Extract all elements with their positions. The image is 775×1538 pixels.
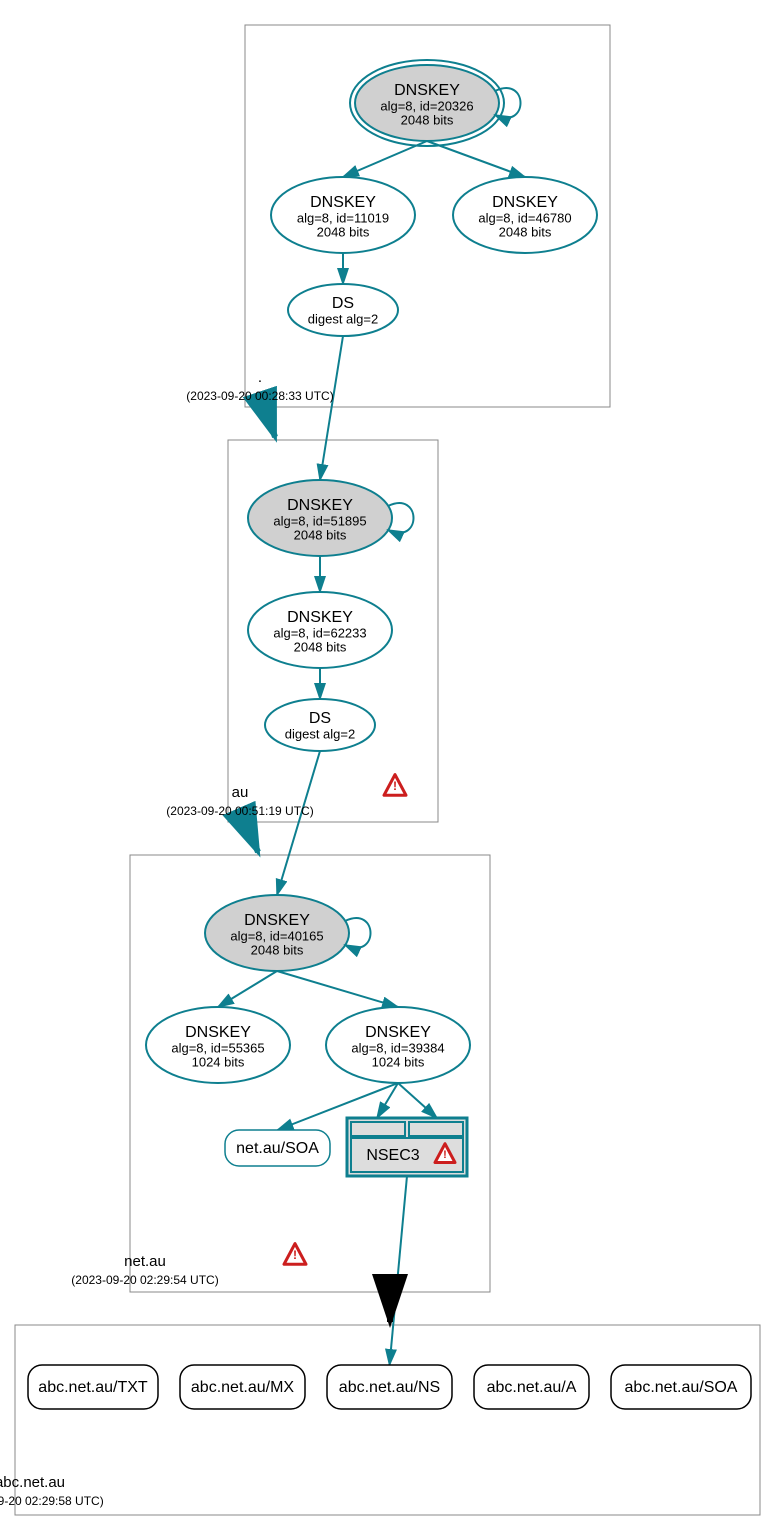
edge: [218, 971, 277, 1007]
edge: [398, 1083, 437, 1118]
zone-label: .: [258, 369, 262, 386]
zone-timestamp: (2023-09-20 00:51:19 UTC): [166, 804, 313, 818]
node-title: DNSKEY: [310, 194, 376, 211]
node-label: NSEC3: [366, 1147, 419, 1164]
node-title: DNSKEY: [365, 1024, 431, 1041]
node-label: abc.net.au/NS: [339, 1379, 440, 1396]
node-title: DNSKEY: [185, 1024, 251, 1041]
zone-timestamp: (2023-09-20 00:28:33 UTC): [186, 389, 333, 403]
edge: [320, 336, 343, 480]
zone-label: au: [232, 784, 249, 801]
node-label: abc.net.au/SOA: [625, 1379, 738, 1396]
node-title: DNSKEY: [287, 609, 353, 626]
zone-arrow: [265, 407, 275, 437]
zone-label: net.au: [124, 1253, 166, 1270]
svg-text:!: !: [393, 779, 397, 793]
node-sub: alg=8, id=55365: [171, 1040, 264, 1055]
node-label: abc.net.au/MX: [191, 1379, 295, 1396]
edge: [390, 1176, 408, 1365]
edge: [277, 751, 320, 895]
node-sub: digest alg=2: [308, 311, 378, 326]
node-sub: alg=8, id=39384: [351, 1040, 444, 1055]
node-sub2: 2048 bits: [317, 224, 370, 239]
warning-icon: !: [384, 775, 406, 796]
node-sub: alg=8, id=51895: [273, 513, 366, 528]
node-title: DS: [309, 710, 331, 727]
node-sub: alg=8, id=20326: [380, 98, 473, 113]
node-sub: alg=8, id=11019: [297, 210, 389, 225]
node-sub: alg=8, id=62233: [273, 625, 366, 640]
edge: [427, 141, 525, 177]
zone-label: abc.net.au: [0, 1474, 65, 1491]
node-sub2: 2048 bits: [401, 112, 454, 127]
node-title: DNSKEY: [394, 82, 460, 99]
node-sub2: 2048 bits: [294, 639, 347, 654]
zone-box-abcnetau: [15, 1325, 760, 1515]
svg-text:!: !: [293, 1248, 297, 1262]
zone-timestamp: (2023-09-20 02:29:58 UTC): [0, 1494, 104, 1508]
node-sub2: 1024 bits: [192, 1054, 245, 1069]
edge: [277, 971, 398, 1007]
node-sub: digest alg=2: [285, 726, 355, 741]
node-title: DNSKEY: [244, 912, 310, 929]
node-label: abc.net.au/A: [487, 1379, 577, 1396]
node-sub2: 2048 bits: [251, 942, 304, 957]
node-sub2: 2048 bits: [294, 527, 347, 542]
edge: [377, 1083, 398, 1118]
dnssec-diagram: DNSKEYalg=8, id=203262048 bitsDNSKEYalg=…: [0, 0, 775, 1538]
warning-icon: !: [284, 1244, 306, 1265]
node-sub: alg=8, id=40165: [230, 928, 323, 943]
zone-timestamp: (2023-09-20 02:29:54 UTC): [71, 1273, 218, 1287]
node-title: DS: [332, 295, 354, 312]
svg-text:!: !: [443, 1149, 447, 1161]
node-label: abc.net.au/TXT: [38, 1379, 148, 1396]
node-sub: alg=8, id=46780: [478, 210, 571, 225]
node-sub2: 2048 bits: [499, 224, 552, 239]
zone-arrow: [245, 822, 258, 852]
node-title: DNSKEY: [492, 194, 558, 211]
node-sub2: 1024 bits: [372, 1054, 425, 1069]
node-title: DNSKEY: [287, 497, 353, 514]
node-label: net.au/SOA: [236, 1140, 319, 1157]
